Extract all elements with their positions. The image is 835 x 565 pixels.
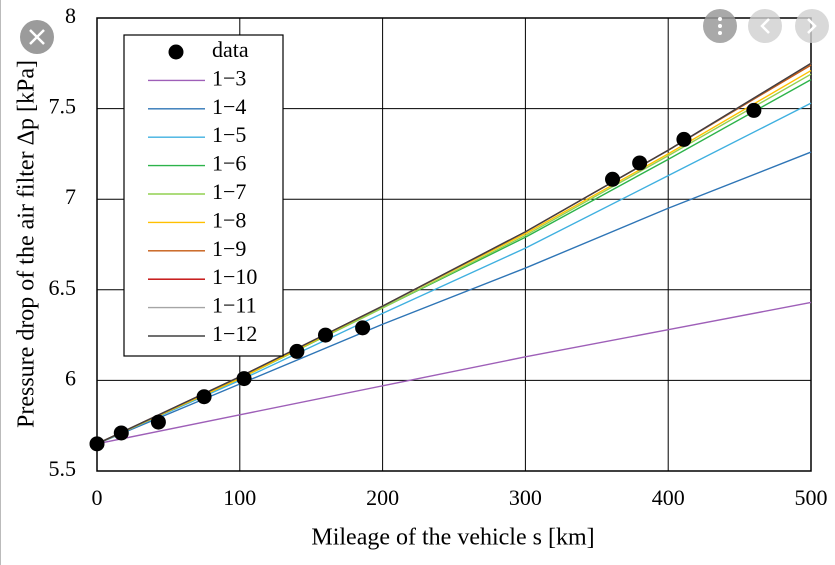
close-icon[interactable] [29, 29, 45, 45]
data-point [632, 155, 648, 171]
data-point [355, 320, 371, 336]
data-point [746, 102, 762, 118]
x-tick-label: 300 [509, 485, 542, 510]
y-tick-label: 6 [65, 365, 76, 390]
data-point [89, 436, 105, 452]
legend-box [123, 34, 284, 357]
x-tick-label: 400 [652, 485, 685, 510]
legend-label: 1−3 [212, 65, 246, 90]
x-tick-label: 100 [223, 485, 256, 510]
y-axis-label: Pressure drop of the air filter Δp [kPa] [14, 60, 40, 428]
x-tick-label: 200 [366, 485, 399, 510]
series-line [96, 301, 812, 445]
series-line [96, 69, 812, 445]
y-tick-label: 5.5 [49, 456, 77, 481]
prev-button[interactable] [748, 9, 782, 43]
plot-frame [96, 17, 812, 472]
data-point [317, 327, 333, 343]
data-point [150, 414, 166, 430]
legend-label: 1−11 [212, 293, 257, 318]
data-point [289, 343, 305, 359]
prev-icon[interactable] [760, 18, 770, 34]
legend-label: 1−10 [212, 264, 257, 289]
data-point [605, 171, 621, 187]
close-button[interactable] [20, 20, 54, 54]
more-dot[interactable] [718, 17, 722, 21]
legend-label: 1−8 [212, 207, 246, 232]
data-point [676, 131, 692, 147]
more-dot[interactable] [718, 24, 722, 28]
more-dot[interactable] [718, 31, 722, 35]
more-button[interactable] [703, 9, 737, 43]
legend-label: 1−4 [212, 94, 246, 119]
next-circle[interactable] [795, 9, 829, 43]
y-tick-label: 6.5 [49, 275, 77, 300]
series-line [96, 102, 812, 445]
legend: data 1−3 1−4 1−5 1−6 1−7 1−8 1−9 1−10 1−11 1−12 [123, 34, 284, 357]
legend-label: 1−7 [212, 179, 246, 204]
legend-label: 1−6 [212, 151, 246, 176]
prev-circle[interactable] [748, 9, 782, 43]
data-point [196, 389, 212, 405]
y-tick-label: 7 [65, 184, 76, 209]
series-line [96, 151, 812, 445]
data-point [113, 425, 129, 441]
legend-marker [168, 44, 184, 60]
x-tick-label: 500 [795, 485, 828, 510]
plot-area: 5.5 6 6.5 7 7.5 8 0 100 200 300 400 500 data 1−3 1−4 1−… [49, 3, 828, 510]
y-tick-label: 7.5 [49, 94, 77, 119]
legend-label: 1−9 [212, 236, 246, 261]
next-button[interactable] [795, 9, 829, 43]
x-tick-label: 0 [92, 485, 103, 510]
legend-label: data [212, 37, 249, 62]
x-axis-label: Mileage of the vehicle s [km] [311, 525, 594, 551]
data-point [236, 371, 252, 387]
legend-label: 1−5 [212, 122, 246, 147]
legend-label: 1−12 [212, 321, 257, 346]
y-tick-label: 8 [65, 3, 76, 28]
next-icon[interactable] [807, 18, 817, 34]
series-line [96, 62, 812, 445]
